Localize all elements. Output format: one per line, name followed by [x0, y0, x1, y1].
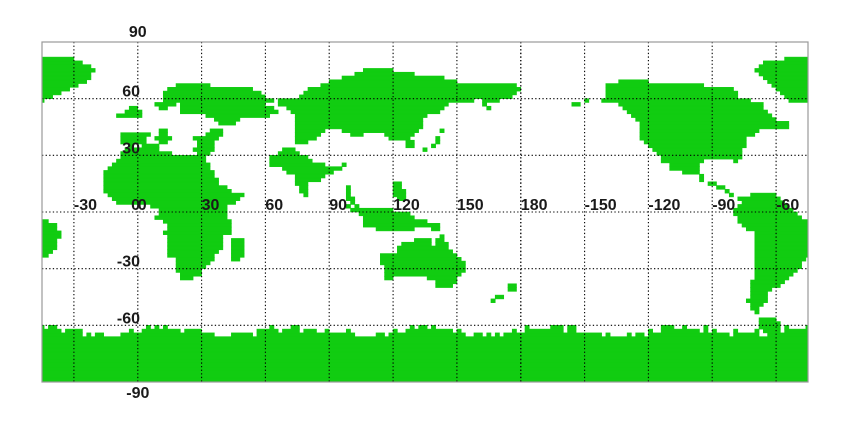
- svg-text:-60: -60: [776, 197, 799, 214]
- svg-text:-30: -30: [74, 197, 97, 214]
- svg-text:60: 60: [122, 84, 140, 101]
- svg-text:-150: -150: [585, 197, 617, 214]
- svg-text:120: 120: [393, 197, 420, 214]
- svg-text:90: 90: [329, 197, 347, 214]
- svg-text:150: 150: [457, 197, 484, 214]
- svg-text:-90: -90: [712, 197, 735, 214]
- svg-text:-60: -60: [117, 310, 140, 327]
- svg-text:30: 30: [202, 197, 220, 214]
- svg-text:-120: -120: [648, 197, 680, 214]
- svg-text:-90: -90: [126, 385, 149, 402]
- svg-text:-30: -30: [117, 254, 140, 271]
- svg-text:180: 180: [521, 197, 548, 214]
- svg-text:0: 0: [131, 197, 140, 214]
- svg-text:60: 60: [265, 197, 283, 214]
- svg-text:30: 30: [122, 140, 140, 157]
- svg-text:90: 90: [129, 24, 147, 41]
